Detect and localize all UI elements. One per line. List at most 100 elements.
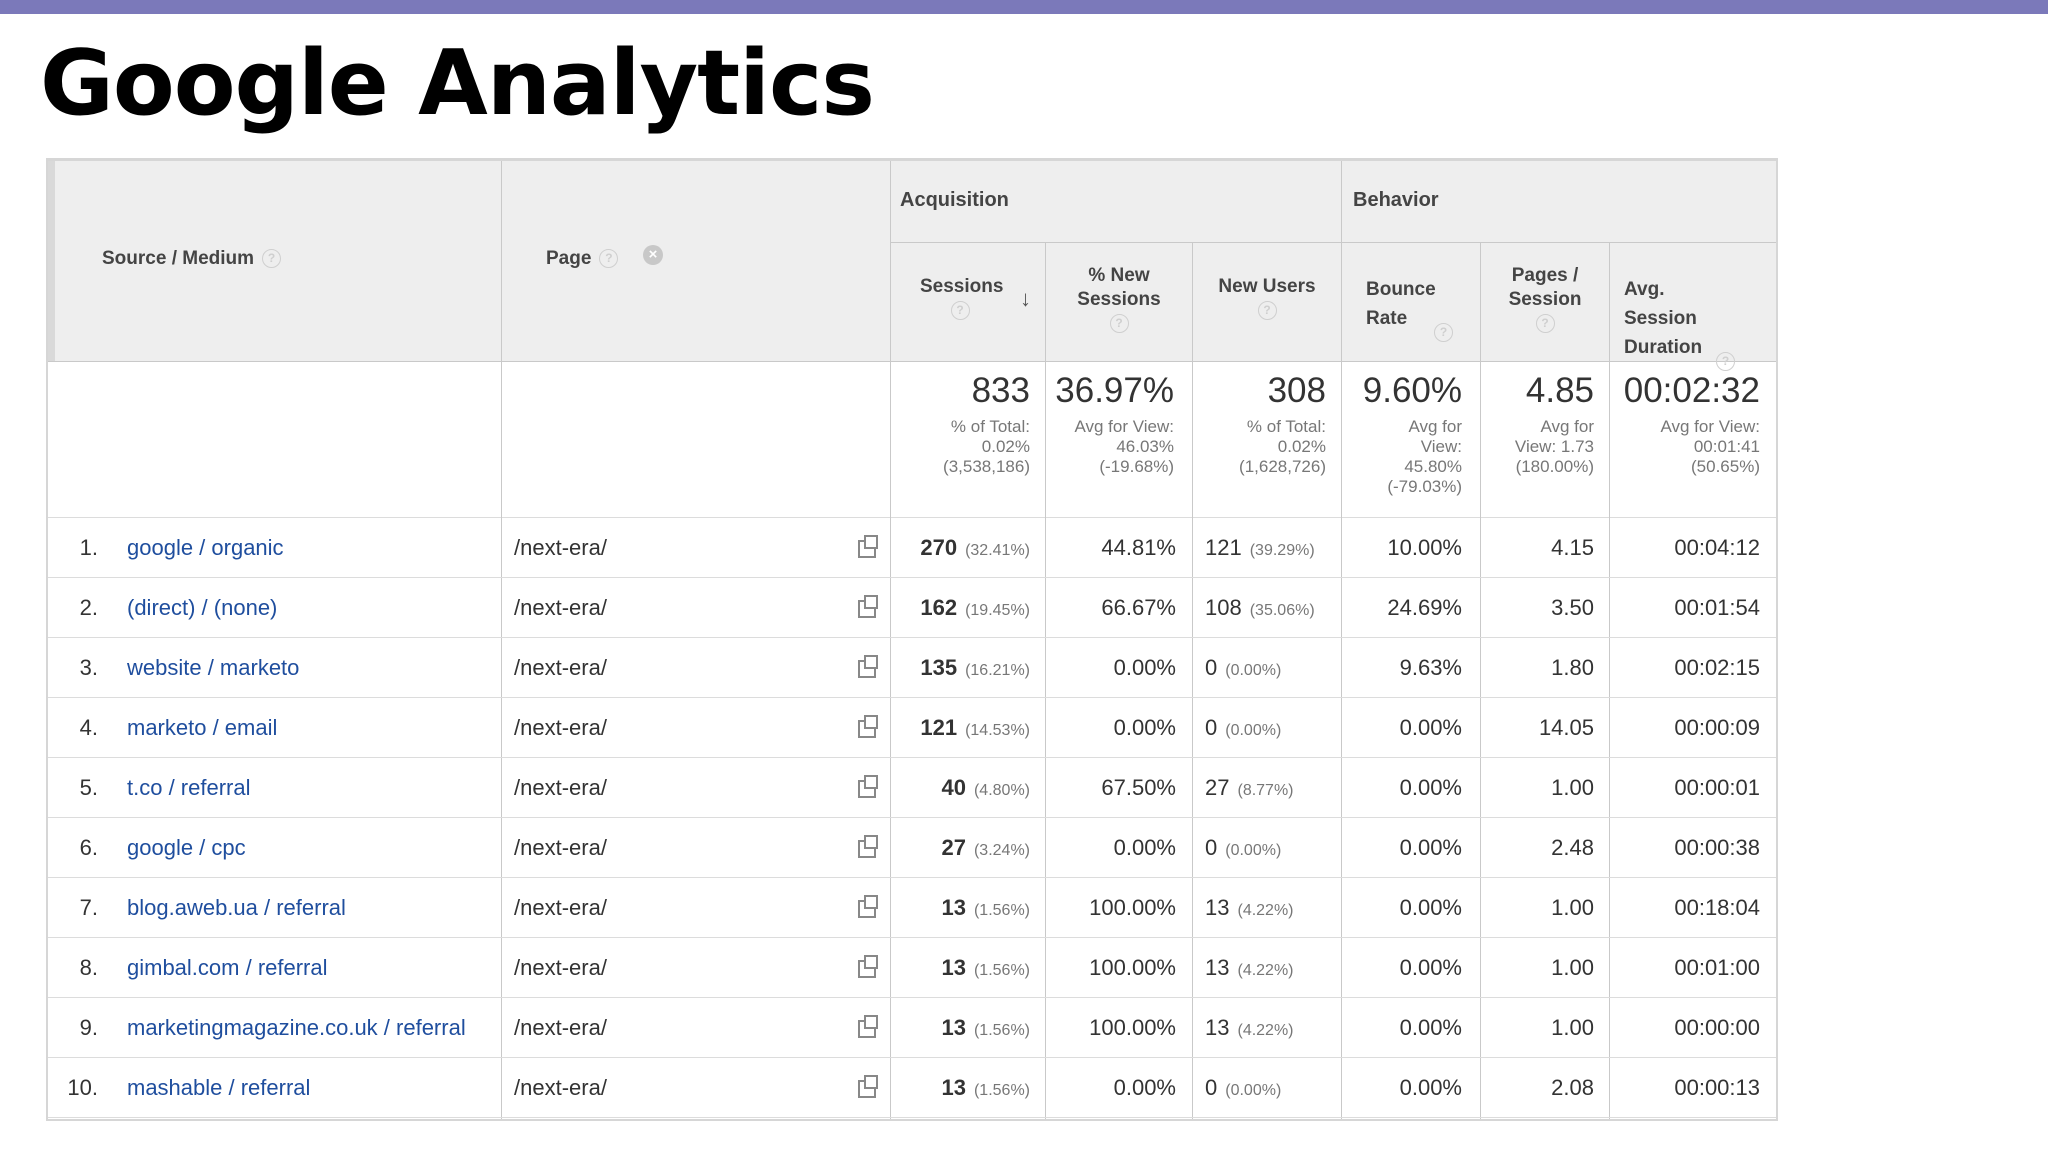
new-users-percent: (4.22%) xyxy=(1237,902,1294,919)
page-path: /next-era/ xyxy=(514,1015,607,1040)
source-medium-link[interactable]: (direct) / (none) xyxy=(127,595,278,620)
bounce-rate-cell: 0.00% xyxy=(1399,1075,1462,1100)
total-avg-duration: 00:02:32 xyxy=(1623,371,1760,410)
pages-session-cell: 1.00 xyxy=(1551,1015,1594,1040)
avg-duration-cell: 00:00:13 xyxy=(1674,1075,1760,1100)
col-divider xyxy=(1045,242,1046,1119)
row-divider xyxy=(48,817,1776,818)
page-path: /next-era/ xyxy=(514,535,607,560)
total-new-users: 308 xyxy=(1267,371,1326,410)
bounce-rate-cell: 0.00% xyxy=(1399,1015,1462,1040)
new-sessions-cell: 100.00% xyxy=(1089,895,1176,920)
row-divider xyxy=(48,1057,1776,1058)
open-page-icon[interactable] xyxy=(858,1015,878,1038)
row-divider xyxy=(48,877,1776,878)
help-icon[interactable]: ? xyxy=(1434,323,1453,343)
sessions-percent: (3.24%) xyxy=(973,842,1030,859)
open-page-icon[interactable] xyxy=(858,895,878,918)
sessions-value: 13 xyxy=(941,1015,966,1040)
bounce-rate-cell: 0.00% xyxy=(1399,715,1462,740)
sessions-percent: (1.56%) xyxy=(973,962,1030,979)
sessions-value: 162 xyxy=(920,595,958,620)
source-medium-link[interactable]: google / organic xyxy=(127,535,284,560)
col-header-label: Source / Medium xyxy=(102,248,255,269)
pages-session-cell: 2.08 xyxy=(1551,1075,1594,1100)
open-page-icon[interactable] xyxy=(858,715,878,738)
source-medium-link[interactable]: gimbal.com / referral xyxy=(127,955,328,980)
col-header-page[interactable]: Page? xyxy=(546,247,619,271)
sessions-value: 135 xyxy=(920,655,958,680)
row-rank: 6. xyxy=(79,835,98,860)
col-header-pages-session[interactable]: Pages / Session ? xyxy=(1490,264,1600,336)
open-page-icon[interactable] xyxy=(858,955,878,978)
new-users-value: 13 xyxy=(1205,895,1230,920)
row-rank: 9. xyxy=(79,1015,98,1040)
total-new-users-detail: % of Total: 0.02% (1,628,726) xyxy=(1239,417,1326,476)
pages-session-cell: 1.00 xyxy=(1551,775,1594,800)
col-header-avg-duration[interactable]: Avg. Session Duration? xyxy=(1624,275,1764,372)
source-medium-link[interactable]: marketingmagazine.co.uk / referral xyxy=(127,1015,466,1040)
sessions-percent: (16.21%) xyxy=(965,662,1030,679)
new-users-cell: 27 (8.77%) xyxy=(1205,758,1329,821)
pages-session-cell: 1.80 xyxy=(1551,655,1594,680)
pages-session-cell: 1.00 xyxy=(1551,895,1594,920)
source-medium-link[interactable]: mashable / referral xyxy=(127,1075,311,1100)
col-header-new-sessions[interactable]: % New Sessions ? xyxy=(1058,264,1180,336)
source-medium-link[interactable]: marketo / email xyxy=(127,715,278,740)
sort-descending-icon[interactable]: ↓ xyxy=(1020,286,1031,311)
col-header-sessions[interactable]: Sessions ? xyxy=(920,275,1003,323)
help-icon[interactable]: ? xyxy=(1109,314,1129,334)
source-medium-link[interactable]: website / marketo xyxy=(127,655,300,680)
help-icon[interactable]: ? xyxy=(1257,301,1277,321)
new-users-value: 0 xyxy=(1205,655,1218,680)
sessions-percent: (19.45%) xyxy=(965,602,1030,619)
help-icon[interactable]: ? xyxy=(1535,314,1555,334)
new-sessions-cell: 0.00% xyxy=(1113,715,1176,740)
col-header-bounce-rate[interactable]: Bounce Rate? xyxy=(1366,275,1466,343)
row-rank: 5. xyxy=(79,775,98,800)
new-users-cell: 108 (35.06%) xyxy=(1205,578,1329,641)
col-divider xyxy=(1480,242,1481,1119)
table-row: 4. marketo / email/next-era/121 (14.53%) 0.… xyxy=(48,698,1776,758)
help-icon[interactable]: ? xyxy=(950,301,970,321)
avg-duration-cell: 00:00:01 xyxy=(1674,775,1760,800)
page-path: /next-era/ xyxy=(514,595,607,620)
sessions-cell: 121 (14.53%) xyxy=(898,698,1030,761)
bounce-rate-cell: 0.00% xyxy=(1399,835,1462,860)
row-divider xyxy=(48,697,1776,698)
open-page-icon[interactable] xyxy=(858,775,878,798)
row-divider xyxy=(48,757,1776,758)
table-row: 9. marketingmagazine.co.uk / referral/nex… xyxy=(48,998,1776,1058)
open-page-icon[interactable] xyxy=(858,595,878,618)
slide-title: Google Analytics xyxy=(40,31,875,136)
col-header-source-medium[interactable]: Source / Medium? xyxy=(102,247,282,271)
open-page-icon[interactable] xyxy=(858,655,878,678)
open-page-icon[interactable] xyxy=(858,1075,878,1098)
top-accent-bar xyxy=(0,0,2048,14)
col-divider xyxy=(890,161,891,1119)
left-edge-shade xyxy=(48,161,55,361)
page-path: /next-era/ xyxy=(514,655,607,680)
page-path: /next-era/ xyxy=(514,715,607,740)
source-medium-link[interactable]: t.co / referral xyxy=(127,775,251,800)
pages-session-cell: 1.00 xyxy=(1551,955,1594,980)
source-medium-link[interactable]: google / cpc xyxy=(127,835,246,860)
bounce-rate-cell: 9.63% xyxy=(1399,655,1462,680)
col-header-label: New Users xyxy=(1218,276,1316,297)
help-icon[interactable]: ? xyxy=(1716,352,1735,372)
sessions-value: 13 xyxy=(941,955,966,980)
open-page-icon[interactable] xyxy=(858,835,878,858)
help-icon[interactable]: ? xyxy=(599,249,619,269)
new-users-percent: (0.00%) xyxy=(1225,1082,1282,1099)
avg-duration-cell: 00:02:15 xyxy=(1674,655,1760,680)
help-icon[interactable]: ? xyxy=(262,249,282,269)
remove-dimension-icon[interactable]: × xyxy=(643,245,663,265)
col-header-new-users[interactable]: New Users ? xyxy=(1202,275,1332,323)
page-path: /next-era/ xyxy=(514,835,607,860)
source-medium-link[interactable]: blog.aweb.ua / referral xyxy=(127,895,346,920)
bounce-rate-cell: 0.00% xyxy=(1399,895,1462,920)
new-sessions-cell: 66.67% xyxy=(1101,595,1176,620)
total-bounce-rate: 9.60% xyxy=(1362,371,1462,410)
avg-duration-cell: 00:01:00 xyxy=(1674,955,1760,980)
open-page-icon[interactable] xyxy=(858,535,878,558)
